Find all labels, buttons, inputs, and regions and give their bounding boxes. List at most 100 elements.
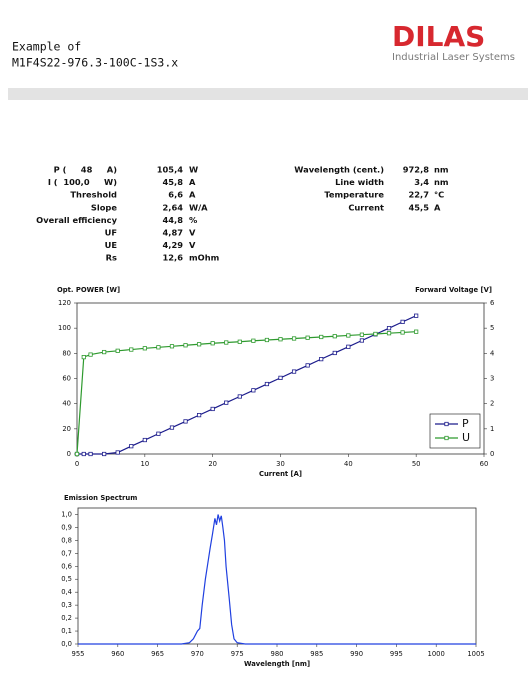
- y-tick-label: 120: [58, 299, 71, 307]
- data-point: [386, 331, 392, 336]
- param-unit: nm: [434, 177, 449, 187]
- data-point: [115, 348, 120, 353]
- data-point: [386, 326, 392, 331]
- param-label: Current: [348, 202, 384, 212]
- y-tick-label: 80: [62, 349, 71, 357]
- legend-label: P: [462, 417, 469, 430]
- param-unit: A: [189, 190, 196, 200]
- param-value: 22,7: [409, 190, 430, 200]
- y-tick-label: 100: [58, 324, 71, 332]
- param-value: 4,29: [163, 240, 184, 250]
- param-unit: V: [189, 228, 196, 238]
- y2-axis-label: Forward Voltage [V]: [415, 286, 492, 294]
- data-point: [169, 344, 175, 349]
- legend-box: [429, 413, 481, 449]
- data-point: [88, 451, 93, 457]
- x-tick-label: 10: [141, 460, 150, 468]
- data-point: [359, 332, 365, 337]
- param-value: 6,6: [168, 190, 183, 200]
- data-point: [346, 333, 351, 338]
- data-point: [251, 338, 256, 343]
- y-tick-label: 0,1: [61, 627, 72, 635]
- header-line: M1F4S22-976.3-100C-1S3.x: [12, 56, 178, 70]
- series-line: [78, 514, 476, 645]
- data-point: [156, 345, 161, 350]
- data-point: [142, 437, 147, 443]
- legend-marker: [444, 421, 449, 427]
- param-value: 44,8: [163, 215, 184, 225]
- y-tick-label: 0,9: [61, 523, 72, 531]
- y-tick-label: 1,0: [61, 510, 72, 518]
- x-tick-label: 975: [231, 650, 244, 658]
- data-point: [129, 444, 134, 449]
- param-label: Wavelength (cent.): [294, 165, 384, 175]
- data-point: [400, 330, 405, 335]
- y-tick-label: 0,5: [61, 575, 72, 583]
- y-tick-label: 0,8: [61, 536, 72, 544]
- x-tick-label: 50: [412, 460, 421, 468]
- data-point: [291, 369, 297, 374]
- data-point: [251, 388, 256, 393]
- param-label: UF: [105, 228, 117, 238]
- data-point: [291, 336, 297, 341]
- data-point: [183, 419, 188, 424]
- data-point: [278, 375, 283, 380]
- data-point: [210, 341, 215, 346]
- param-label: Slope: [91, 202, 117, 212]
- param-label: Overall efficiency: [36, 215, 117, 225]
- data-point: [332, 334, 337, 339]
- y-tick-label: 40: [62, 400, 71, 408]
- data-point: [88, 352, 93, 357]
- chart-title: Emission Spectrum: [64, 494, 137, 502]
- y-tick-label: 0,0: [61, 640, 72, 648]
- data-point: [264, 337, 270, 343]
- y-tick-label: 60: [62, 375, 71, 383]
- data-point: [414, 329, 419, 334]
- x-tick-label: 980: [271, 650, 284, 658]
- param-unit: W: [189, 165, 198, 175]
- separator-bar: [8, 88, 528, 100]
- logo: DILAS: [392, 20, 485, 53]
- data-point: [81, 355, 86, 360]
- param-value: 2,64: [163, 202, 184, 212]
- param-unit: mOhm: [189, 253, 219, 263]
- data-point: [102, 349, 107, 355]
- data-point: [129, 347, 134, 352]
- y-tick-label: 20: [62, 425, 71, 433]
- param-value: 105,4: [157, 165, 183, 175]
- param-label: P ( 48 A): [54, 165, 118, 175]
- x-axis-label: Current [A]: [259, 470, 302, 478]
- y-tick-label: 0,6: [61, 562, 72, 570]
- legend-label: U: [462, 431, 470, 444]
- x-tick-label: 1000: [428, 650, 445, 658]
- param-value: 45,8: [163, 177, 184, 187]
- data-point: [400, 319, 405, 324]
- param-label: UE: [105, 240, 118, 250]
- x-tick-label: 40: [344, 460, 353, 468]
- plot-frame: [77, 507, 477, 645]
- header-line: Example of: [12, 40, 81, 54]
- param-label: I ( 100,0 W): [48, 177, 117, 187]
- data-point: [224, 400, 229, 405]
- data-point: [359, 338, 365, 343]
- y-axis-label: Opt. POWER [W]: [57, 286, 120, 294]
- data-point: [224, 340, 229, 345]
- param-unit: nm: [434, 165, 449, 175]
- x-tick-label: 985: [310, 650, 323, 658]
- x-tick-label: 30: [276, 460, 285, 468]
- data-point: [332, 350, 337, 356]
- param-label: Threshold: [70, 190, 117, 200]
- y-tick-label: 0,4: [61, 588, 72, 596]
- data-point: [305, 335, 310, 340]
- x-tick-label: 20: [208, 460, 217, 468]
- data-point: [102, 451, 107, 457]
- y-tick-label: 0,7: [61, 549, 72, 557]
- param-unit: A: [189, 177, 196, 187]
- param-unit: V: [189, 240, 196, 250]
- data-point: [237, 339, 242, 344]
- data-point: [373, 331, 378, 337]
- y2-tick-label: 2: [490, 400, 494, 408]
- x-axis-label: Wavelength [nm]: [244, 660, 310, 668]
- param-label: Rs: [106, 253, 117, 263]
